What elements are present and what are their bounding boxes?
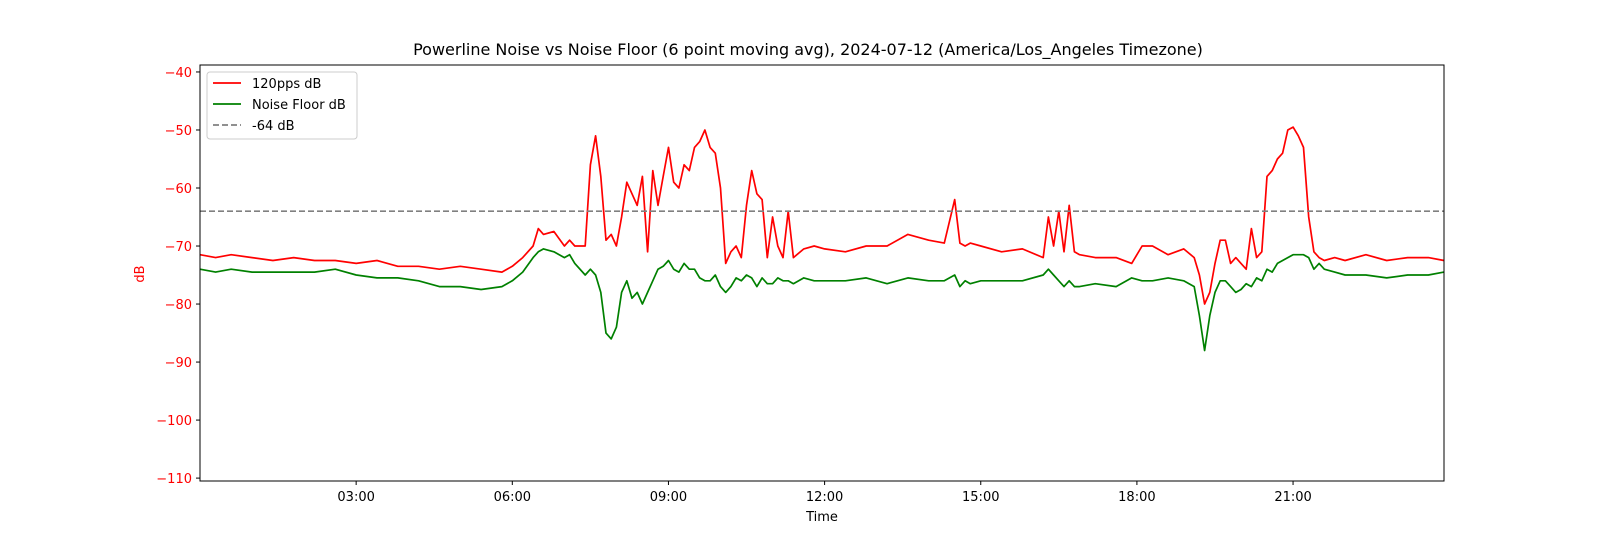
- x-tick-label: 21:00: [1274, 490, 1311, 505]
- y-axis: −40 −50 −60 −70 −80 −90 −100 −110: [156, 66, 200, 487]
- series-line-1: [199, 248, 1445, 352]
- legend-label-0: 120pps dB: [252, 77, 321, 92]
- chart-title: Powerline Noise vs Noise Floor (6 point …: [413, 40, 1203, 60]
- plot-frame: [199, 64, 1445, 482]
- legend: 120pps dB Noise Floor dB -64 dB: [206, 71, 358, 140]
- x-tick-label: 03:00: [337, 490, 374, 505]
- x-tick-label: 18:00: [1118, 490, 1155, 505]
- y-tick-label: −100: [156, 414, 192, 429]
- y-tick-label: −50: [165, 124, 192, 139]
- y-tick-label: −70: [165, 240, 192, 255]
- legend-label-2: -64 dB: [252, 119, 295, 134]
- x-tick-label: 06:00: [494, 490, 531, 505]
- y-axis-label: dB: [133, 265, 148, 282]
- x-tick-label: 15:00: [962, 490, 999, 505]
- series-line-0: [199, 126, 1445, 305]
- y-tick-label: −90: [165, 356, 192, 371]
- legend-label-1: Noise Floor dB: [252, 98, 346, 113]
- series-layer: [199, 126, 1445, 352]
- x-tick-label: 12:00: [806, 490, 843, 505]
- y-tick-label: −110: [156, 472, 192, 487]
- x-tick-label: 09:00: [650, 490, 687, 505]
- legend-box: [206, 71, 358, 140]
- x-axis: 03:00 06:00 09:00 12:00 15:00 18:00 21:00: [337, 481, 1312, 505]
- y-tick-label: −60: [165, 182, 192, 197]
- x-axis-label: Time: [805, 510, 838, 525]
- y-tick-label: −80: [165, 298, 192, 313]
- y-tick-label: −40: [165, 66, 192, 81]
